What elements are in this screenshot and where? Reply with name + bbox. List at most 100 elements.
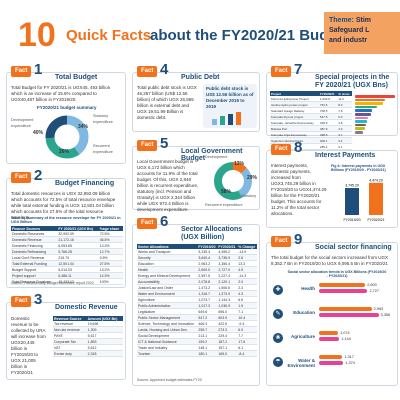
fact7-col-amount: FY2020/21 [318, 91, 338, 96]
fact2-row: Total External Funding 12,501.04 27.5% [11, 260, 123, 267]
fact6-cell: Legislature [137, 308, 198, 315]
fact8-card: Fact 8 Interest Payments Interest paymen… [266, 139, 398, 228]
fact9-bar-value: 1,144 [341, 336, 351, 341]
fact2-row: Domestic Financing 6,053.65 13.3% [11, 242, 123, 249]
fact7-card: Fact 7 Special projects in the FY 2020/2… [266, 61, 398, 162]
fact6-cell: 1,473.2 [197, 284, 218, 291]
fact6-cell: Accountability [137, 278, 198, 285]
fact3-col-amount: Amount (UGX Bn) [86, 316, 123, 321]
fact7-cell: 708.5 [318, 107, 338, 114]
fact3-number: 3 [34, 291, 43, 308]
fact1-label-rec: Recurrent expenditure [93, 144, 113, 154]
fact2-row: Domestic Resources 32,992.09 72.5% [11, 231, 123, 237]
fact9-bar-chart: ✚ Health 2,600 2,727 ✎ Education 2,963 3,356 ❀ Ag… [271, 283, 395, 383]
fact3-row: Corporate Tax 1,893 [53, 338, 123, 345]
fact6-cell: 148.1 [197, 344, 218, 351]
fact6-row: Water and Environment 1,316.7 1,373.9 4.3 [137, 290, 257, 297]
fact6-cell: Works and Transport [137, 249, 198, 255]
fact3-row: Non-tax revenue 1,309 [53, 326, 123, 333]
fact6-cell: 696.0 [217, 308, 238, 315]
fact6-row: Works and Transport 5,235.4 4,455.2 -14.9 [137, 249, 257, 255]
fact6-row: Education 2,963.2 3,356.4 13.3 [137, 260, 257, 267]
fact3-text: Domestic revenue to be collected by URA … [11, 316, 46, 375]
fact6-cell: 2,078.8 [197, 278, 218, 285]
fact7-cell: 387.9 [318, 125, 338, 132]
fact7-bar [355, 109, 373, 112]
fact2-cell: 13.2% [98, 266, 123, 273]
fact6-row: Health 2,600.0 2,727.0 4.9 [137, 266, 257, 273]
fact2-cell: Budget Support [11, 266, 58, 273]
fact2-col-source: Finance Sources [11, 226, 58, 231]
fact9-bar [319, 283, 366, 287]
fact9-title: Social sector financing [315, 244, 392, 251]
fact6-cell: Education [137, 260, 198, 267]
water-icon: ☂ [273, 357, 283, 367]
fact6-row: Accountability 2,078.8 2,120.1 2.0 [137, 278, 257, 285]
fact7-bar [355, 131, 363, 134]
fact2-source: Source: Parliamentary Budget committee r… [11, 281, 94, 285]
fact9-tag: Fact [271, 236, 292, 247]
fact2-row: Budget Support 6,014.03 13.2% [11, 266, 123, 273]
fact9-bar [319, 355, 343, 359]
fact6-cell: 2,227.4 [217, 272, 238, 279]
fact8-text: Interest payments, domestic payments, in… [271, 163, 327, 216]
fact7-cell: 1,003.8 [318, 96, 338, 102]
fact6-col-fy1920: FY2019/20 [197, 244, 218, 249]
fact7-bar [355, 120, 368, 123]
fact9-bar [319, 313, 379, 317]
fact7-cell: 3.7 [337, 131, 352, 138]
fact6-cell: 547.2 [197, 314, 218, 321]
fact1-text: Total Budget for FY 2020/21 is UGX45, 49… [11, 85, 111, 102]
fact7-cell: Kampala Jinja Expressway [270, 131, 319, 138]
fact2-cell: 6,053.65 [57, 242, 99, 249]
fact3-title: Domestic Revenue [55, 304, 118, 311]
fact6-col-sector: Sector Allocations [137, 244, 198, 249]
fact6-cell: 4,455.2 [217, 249, 238, 255]
fact6-cell: Tourism [137, 350, 198, 357]
fact9-chart-title: Social sector allocation trends in UGX B… [287, 270, 387, 278]
fact1-donut-chart [45, 115, 89, 159]
fact9-bar-value: 1,374 [345, 360, 355, 365]
fact6-cell: Social Development [137, 332, 198, 339]
fact7-cell: Kampala - Entebbe Expressway [270, 119, 319, 126]
fact6-title: Sector Allocations [181, 226, 243, 233]
fact6-cell: 229.4 [217, 332, 238, 339]
fact3-cell: Excise duty [53, 350, 87, 357]
fact7-cell: 3.4 [337, 137, 352, 144]
fact1-label-stat: Statutory expenditure [93, 114, 113, 124]
fact6-row: Science, Technology and Innovation 466.3 4… [137, 320, 257, 327]
fact3-cell: 19,696 [86, 321, 123, 327]
fact3-table: Revenue Source Amount (UGX Bn) Tax reven… [53, 316, 123, 357]
fact6-cell: -14.3 [237, 272, 257, 279]
fact2-row: Local Gov't Revenue 215.70 0.5% [11, 254, 123, 261]
fact6-cell: 273.3 [217, 326, 238, 333]
fact4-box-text: Public debt stock is US$ 12.56 billion a… [206, 86, 254, 109]
fact8-bar-value: 4,474.29 [369, 178, 383, 182]
fact7-cell: 4.8 [337, 119, 352, 126]
fact7-col-share: % share [337, 91, 352, 96]
fact7-cell: 285.4 [318, 143, 338, 150]
theme-label: Theme: [329, 17, 354, 24]
fact9-bar [319, 307, 372, 311]
fact2-cell: Total Resource Envelope [11, 278, 58, 285]
fact4-info-box: Public debt stock is US$ 12.56 billion a… [203, 84, 257, 128]
fact3-col-source: Revenue Source [53, 316, 87, 321]
fact3-cell: 1,309 [86, 326, 123, 333]
fact7-cell: 547.5 [318, 113, 338, 120]
fact6-cell: Health [137, 266, 198, 273]
fact8-bar-label: FY2019/20 [343, 218, 360, 222]
fact6-cell: 1,144.3 [217, 296, 238, 303]
fact9-bar [319, 289, 368, 293]
fact6-cell: 1,316.7 [197, 290, 218, 297]
fact2-cell: 27.5% [98, 260, 123, 267]
fact2-cell: Domestic Refinancing [11, 248, 58, 255]
fact3-card: Fact 3 Domestic Revenue Domestic revenue… [6, 291, 126, 380]
fact7-number: 7 [294, 61, 303, 78]
fact6-cell: 3,735.9 [217, 254, 238, 261]
fact3-row: PAYE 5,617 [53, 332, 123, 339]
fact1-card: Fact 1 Total Budget Total Budget for FY … [6, 61, 126, 164]
fact2-cell: 5,766.28 [57, 248, 99, 255]
fact6-cell: 466.3 [197, 320, 218, 327]
fact3-row: VAT 5,612 [53, 344, 123, 351]
fact7-bar [355, 116, 369, 120]
